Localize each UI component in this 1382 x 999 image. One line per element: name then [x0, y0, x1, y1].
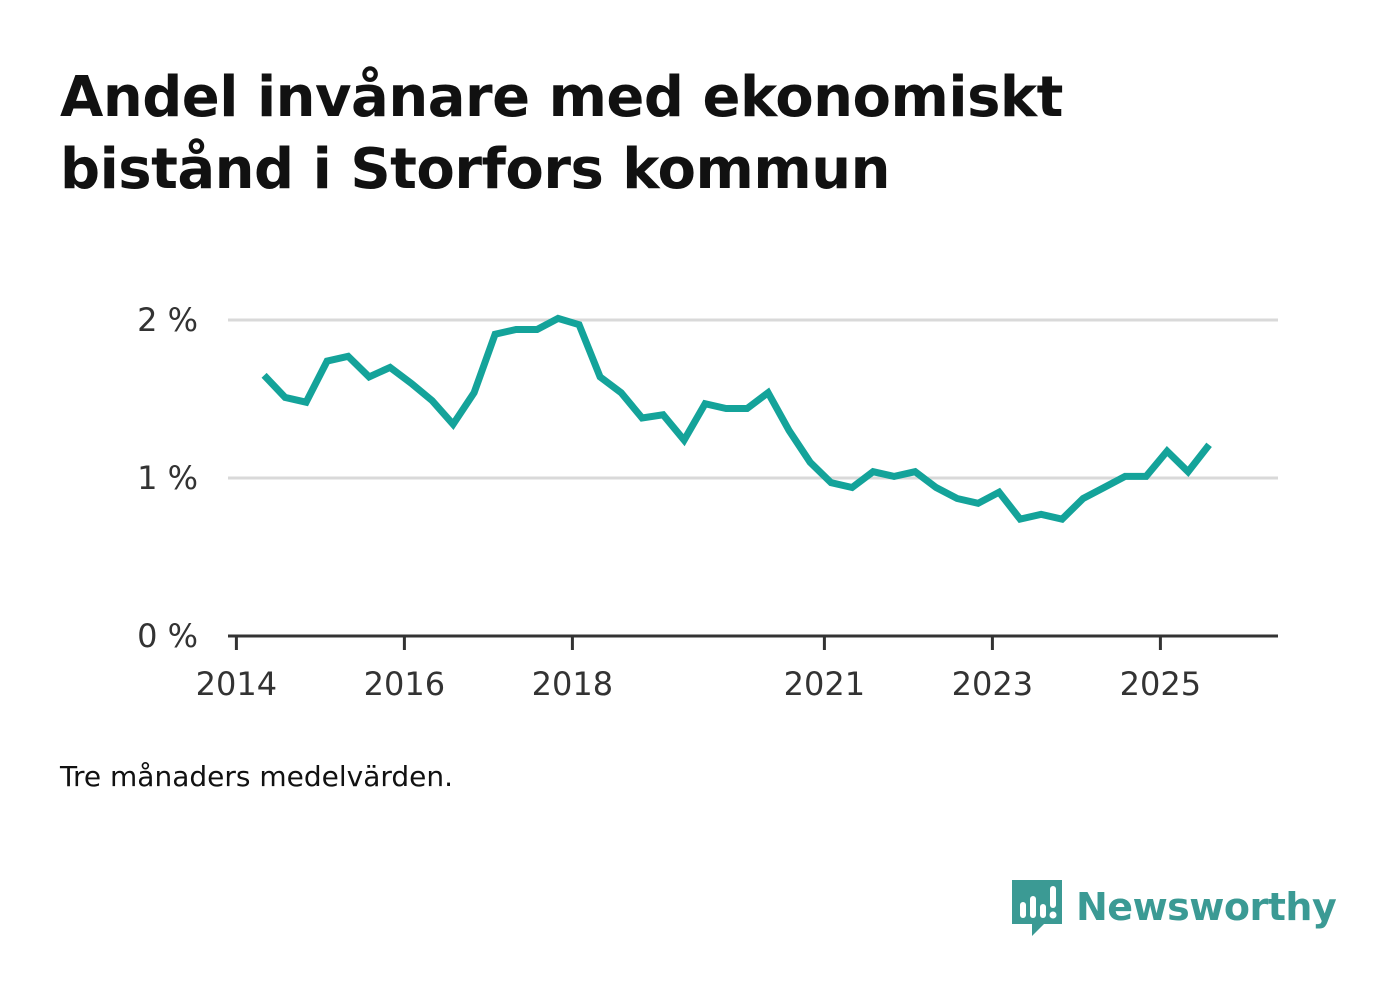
data-point: [642, 417, 643, 418]
data-point: [852, 487, 853, 488]
brand-logo[interactable]: Newsworthy: [1010, 876, 1337, 938]
gridlines: 0 % 1 % 2 %: [137, 301, 1278, 655]
series-layer: [261, 314, 1212, 524]
x-axis: 2014 2016 2018 2021 2023 2025: [196, 634, 1278, 703]
data-point: [1104, 487, 1105, 488]
data-point: [348, 356, 349, 357]
data-point: [369, 376, 370, 377]
data-point: [1125, 476, 1126, 477]
data-point: [978, 503, 979, 504]
data-point: [579, 324, 580, 325]
x-tick-label: 2018: [532, 665, 613, 703]
data-point: [1062, 519, 1063, 520]
data-point: [684, 440, 685, 441]
data-point: [1188, 471, 1189, 472]
data-point: [810, 462, 811, 463]
newsworthy-logo-icon: [1012, 880, 1062, 936]
brand-name: Newsworthy: [1076, 885, 1337, 929]
data-point: [306, 402, 307, 403]
series-line: [261, 314, 1212, 524]
data-point: [705, 403, 706, 404]
data-point: [1167, 451, 1168, 452]
data-point: [495, 334, 496, 335]
footnote: Tre månaders medelvärden.: [60, 760, 454, 793]
data-point: [894, 476, 895, 477]
y-tick-label: 0 %: [137, 617, 198, 655]
data-point: [1041, 514, 1042, 515]
data-point: [1146, 476, 1147, 477]
data-point: [915, 471, 916, 472]
data-point: [264, 375, 265, 376]
x-tick-label: 2016: [364, 665, 445, 703]
data-point: [390, 367, 391, 368]
data-point: [831, 482, 832, 483]
data-point: [999, 492, 1000, 493]
chart-title: Andel invånare med ekonomiskt bistånd i …: [60, 65, 1063, 202]
data-point: [600, 376, 601, 377]
data-point: [516, 329, 517, 330]
data-point: [558, 318, 559, 319]
x-tick-label: 2021: [784, 665, 865, 703]
data-point: [453, 424, 454, 425]
data-point: [537, 329, 538, 330]
data-point: [474, 392, 475, 393]
data-point: [663, 414, 664, 415]
data-point: [747, 408, 748, 409]
data-point: [411, 383, 412, 384]
data-point: [936, 487, 937, 488]
data-point: [768, 392, 769, 393]
x-tick-label: 2014: [196, 665, 277, 703]
x-tick-label: 2023: [952, 665, 1033, 703]
data-point: [957, 498, 958, 499]
y-tick-label: 2 %: [137, 301, 198, 339]
data-point: [285, 397, 286, 398]
data-point: [1083, 498, 1084, 499]
y-tick-label: 1 %: [137, 459, 198, 497]
data-point: [873, 471, 874, 472]
data-point: [327, 361, 328, 362]
data-point: [726, 408, 727, 409]
data-point: [432, 400, 433, 401]
data-point: [621, 392, 622, 393]
data-point: [1209, 444, 1210, 445]
x-tick-label: 2025: [1120, 665, 1201, 703]
data-point: [789, 430, 790, 431]
data-point: [1020, 519, 1021, 520]
